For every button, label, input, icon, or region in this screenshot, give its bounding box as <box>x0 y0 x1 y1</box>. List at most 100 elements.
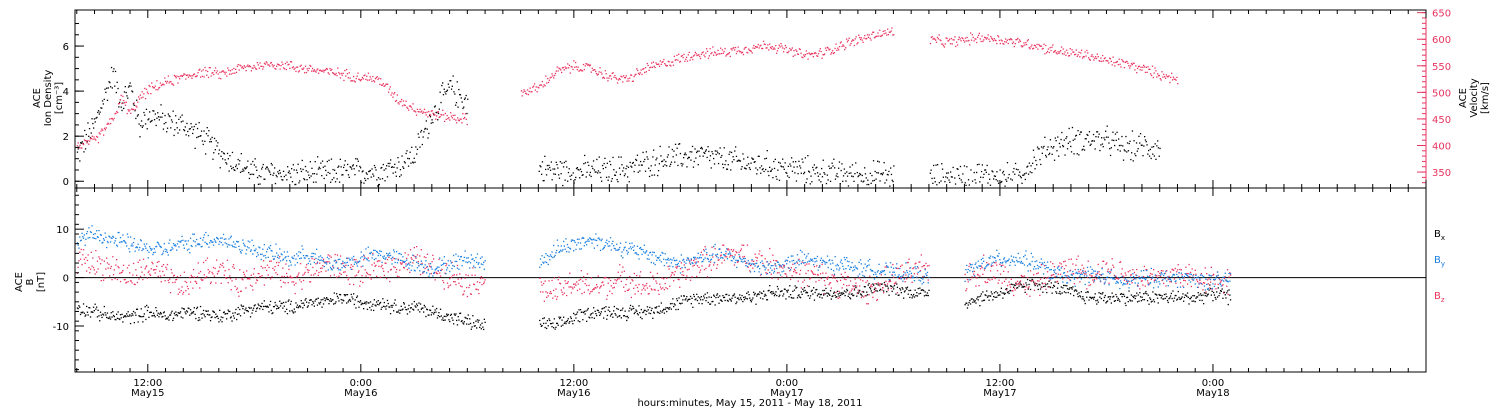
bz-series-point <box>633 272 635 275</box>
bx-series-point <box>139 315 141 317</box>
velocity-series-point <box>680 55 682 57</box>
bz-series-point <box>977 274 979 276</box>
bz-series-point <box>460 278 462 280</box>
density-series-point <box>1119 150 1121 152</box>
bx-series-point <box>455 313 457 315</box>
density-series-point <box>647 158 649 160</box>
velocity-series-point <box>1016 38 1018 41</box>
bx-series-point <box>209 314 211 316</box>
bx-series-point <box>166 317 168 319</box>
density-series-point <box>948 179 950 181</box>
density-series-point <box>368 170 371 172</box>
bx-series-point <box>845 291 847 293</box>
bx-series-point <box>357 300 359 303</box>
bz-series-point <box>232 266 234 268</box>
bx-series-point <box>923 295 926 297</box>
bz-series-point <box>381 264 383 266</box>
velocity-series-point <box>532 86 534 88</box>
bz-series-point <box>564 280 566 282</box>
velocity-series-point <box>1092 56 1094 58</box>
velocity-series-point <box>206 74 208 76</box>
bx-series-point <box>229 317 232 319</box>
bz-series-point <box>390 268 392 271</box>
velocity-series-point <box>146 91 148 93</box>
velocity-series-point <box>267 64 269 66</box>
density-series-point <box>248 177 251 180</box>
velocity-series-point <box>325 69 327 71</box>
bx-series-point <box>1217 287 1219 289</box>
velocity-series-point <box>158 86 161 89</box>
density-series-point <box>451 85 453 87</box>
density-series-point <box>611 178 613 180</box>
bx-series-point <box>582 319 584 321</box>
bx-series-point <box>308 302 310 304</box>
bx-series-point <box>723 296 725 299</box>
density-series-point <box>800 172 802 174</box>
bx-series-point <box>549 323 552 325</box>
velocity-series-point <box>573 60 575 62</box>
velocity-series-point <box>1049 47 1051 49</box>
bx-series-point <box>422 307 424 309</box>
bz-series-point <box>267 274 269 276</box>
density-series-point <box>885 179 888 181</box>
bz-series-point <box>999 263 1001 265</box>
density-series-point <box>628 181 630 183</box>
bz-series-point <box>292 281 295 283</box>
density-series-point <box>1046 149 1048 151</box>
velocity-series-point <box>644 67 647 69</box>
bx-series-point <box>1216 291 1218 293</box>
bz-series-point <box>863 296 865 298</box>
bx-series-point <box>466 318 469 320</box>
density-series-point <box>206 127 208 129</box>
density-series-point <box>1063 139 1065 141</box>
bx-series-point <box>972 301 974 303</box>
bz-series-point <box>155 268 157 271</box>
bx-series-point <box>237 306 239 309</box>
density-series-point <box>737 160 739 162</box>
bx-series-point <box>197 319 199 322</box>
bx-series-point <box>1106 301 1108 303</box>
bz-series-point <box>654 289 656 291</box>
bx-series-point <box>238 313 240 315</box>
velocity-series-point <box>339 77 342 79</box>
bz-series-point <box>166 263 169 266</box>
density-series-point <box>772 177 774 179</box>
velocity-series-point <box>1174 78 1176 80</box>
bx-series-point <box>134 312 136 314</box>
density-series-point <box>110 86 112 88</box>
density-series-point <box>883 162 885 164</box>
bz-series-point <box>1123 276 1125 278</box>
density-series-point <box>437 112 440 115</box>
density-series-point <box>1056 150 1058 152</box>
density-series-point <box>321 160 324 162</box>
bx-series-point <box>1166 296 1168 298</box>
bz-series-point <box>769 247 771 250</box>
velocity-series-point <box>645 71 647 73</box>
density-series-point <box>700 147 702 149</box>
bx-series-point <box>1043 285 1045 288</box>
density-series-point <box>1074 138 1076 140</box>
velocity-series-point <box>464 113 467 115</box>
velocity-series-point <box>703 54 705 56</box>
velocity-series-point <box>847 39 849 41</box>
bz-series-point <box>923 264 926 267</box>
bx-series-point <box>1009 290 1011 292</box>
velocity-series-point <box>1003 43 1005 45</box>
density-series-point <box>976 171 978 174</box>
bx-series-point <box>541 325 543 327</box>
bz-series-point <box>226 259 229 261</box>
bx-series-point <box>169 314 172 316</box>
bz-series-point <box>328 261 330 263</box>
bx-series-point <box>540 325 542 327</box>
density-series-point <box>257 183 260 185</box>
velocity-series-point <box>777 47 779 49</box>
density-series-point <box>421 143 423 146</box>
velocity-series-point <box>246 65 248 67</box>
velocity-series-point <box>213 73 215 76</box>
density-series-point <box>455 102 458 104</box>
velocity-series-point <box>465 118 467 120</box>
density-series-point <box>692 166 695 168</box>
bz-series-point <box>861 291 863 293</box>
bz-series-point <box>591 290 593 293</box>
bx-series-point <box>254 304 256 306</box>
